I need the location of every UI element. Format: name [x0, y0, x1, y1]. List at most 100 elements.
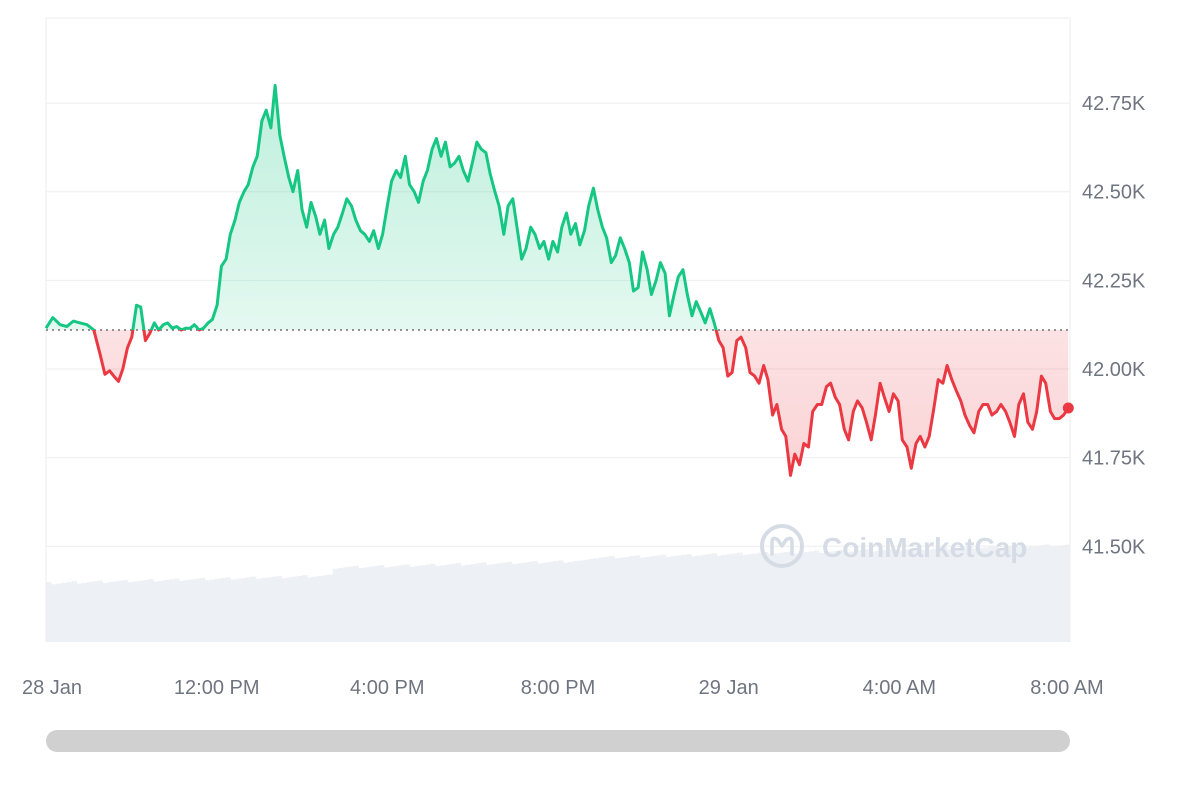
volume-bar [947, 549, 953, 642]
volume-bar [552, 561, 559, 642]
volume-bar [522, 562, 528, 642]
volume-bar [988, 546, 994, 642]
volume-bar [209, 579, 216, 642]
volume-bar [61, 582, 67, 642]
volume-bar [404, 564, 410, 642]
price-line-down [91, 330, 1070, 477]
volume-bar [716, 555, 723, 642]
volume-bar [542, 562, 549, 642]
volume-bar [916, 547, 922, 642]
volume-bar [670, 556, 677, 642]
chart-range-scrollbar[interactable] [46, 730, 1070, 752]
volume-bar [650, 556, 656, 642]
volume-bar [189, 579, 195, 642]
volume-bar [1044, 544, 1050, 642]
volume-bar [511, 564, 518, 642]
volume-bar [568, 562, 574, 642]
volume-bar [168, 579, 175, 642]
volume-bar [844, 552, 851, 642]
volume-bar [819, 552, 825, 642]
volume-bar [890, 548, 897, 642]
area-fill-down [46, 330, 1069, 476]
volume-bar [711, 553, 718, 642]
volume-bar [235, 578, 241, 642]
volume-bar [276, 575, 282, 642]
last-price-marker [1062, 402, 1074, 414]
volume-bar [982, 547, 989, 642]
volume-bar [936, 548, 943, 642]
volume-bar [332, 568, 339, 642]
volume-bar [814, 550, 820, 642]
volume-bars [46, 544, 1071, 642]
volume-bar [860, 550, 866, 642]
volume-bar [798, 552, 805, 642]
volume-bar [1023, 547, 1030, 642]
volume-bar [127, 582, 134, 642]
volume-bar [604, 556, 610, 642]
volume-bar [517, 563, 523, 642]
volume-bar [225, 577, 231, 642]
volume-bar [609, 556, 615, 642]
volume-bar [476, 563, 482, 642]
volume-bar [317, 576, 323, 642]
x-tick-label: 28 Jan [22, 677, 82, 699]
watermark-text: CoinMarketCap [822, 532, 1027, 563]
volume-bar [645, 556, 651, 642]
volume-bar [179, 580, 185, 642]
volume-bar [619, 557, 625, 642]
area-fill-up [46, 85, 1069, 330]
volume-bar [97, 580, 103, 642]
volume-bar [742, 554, 748, 642]
volume-bar [281, 578, 287, 642]
volume-bar [460, 565, 467, 642]
coinmarketcap-watermark: CoinMarketCap [760, 524, 1027, 568]
volume-bar [563, 562, 569, 642]
volume-bar [394, 566, 400, 642]
volume-bar [1003, 547, 1009, 642]
volume-bar [230, 579, 236, 642]
volume-bar [240, 578, 246, 642]
volume-bar [409, 566, 415, 642]
volume-bar [491, 564, 497, 642]
volume-bar [998, 548, 1004, 642]
volume-bar [389, 566, 395, 642]
x-tick-label: 8:00 AM [1030, 677, 1103, 699]
volume-bar [726, 554, 733, 642]
volume-bar [870, 551, 876, 642]
volume-bar [931, 548, 938, 642]
volume-bar [174, 578, 180, 642]
volume-bar [296, 576, 303, 642]
volume-bar [865, 549, 871, 642]
y-tick-label: 41.50K [1082, 536, 1146, 558]
volume-bar [967, 546, 974, 642]
volume-bar [133, 581, 139, 642]
volume-bar [1064, 544, 1071, 642]
volume-bar [358, 568, 364, 642]
volume-bar [962, 547, 968, 642]
volume-bar [1049, 546, 1055, 642]
y-tick-label: 42.50K [1082, 182, 1146, 204]
x-tick-label: 4:00 PM [350, 677, 424, 699]
volume-bar [143, 580, 149, 642]
volume-bar [455, 563, 462, 642]
volume-bar [312, 576, 318, 642]
volume-bar [307, 577, 313, 642]
coinmarketcap-logo-icon [760, 524, 804, 568]
volume-bar [901, 550, 907, 642]
volume-bar [414, 566, 421, 642]
volume-bar [547, 561, 554, 642]
price-line [44, 83, 1070, 477]
volume-bar [773, 553, 779, 642]
volume-bar [1013, 546, 1020, 642]
volume-bar [81, 582, 88, 642]
volume-bar [327, 574, 334, 642]
volume-bar [445, 564, 451, 642]
volume-bar [993, 545, 999, 642]
volume-bar [680, 554, 687, 642]
volume-bar [66, 582, 72, 642]
volume-bar [138, 580, 144, 642]
volume-bar [696, 555, 702, 642]
volume-bar [501, 562, 508, 642]
volume-bar [701, 554, 707, 642]
